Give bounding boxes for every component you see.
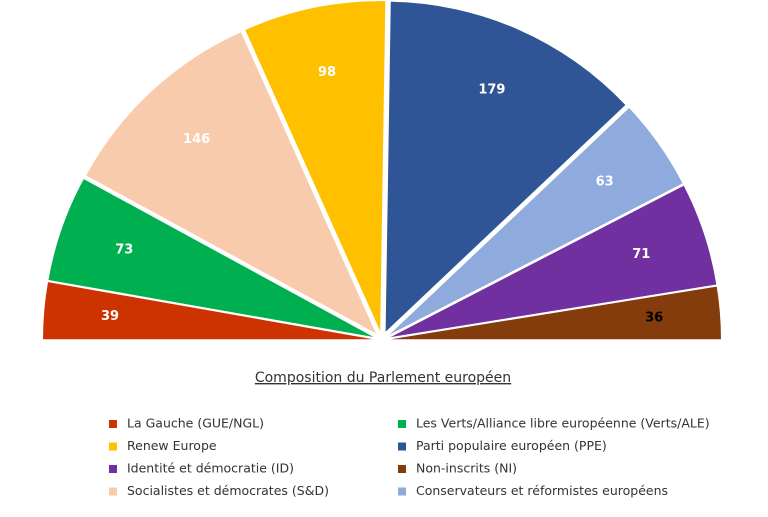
legend-label: Parti populaire européen (PPE) — [416, 438, 607, 453]
legend-swatch — [398, 442, 406, 451]
legend-swatch — [398, 465, 406, 473]
legend-swatch — [109, 442, 117, 451]
legend-label: La Gauche (GUE/NGL) — [127, 416, 264, 431]
slice — [389, 108, 683, 335]
legend-label: Socialistes et démocrates (S&D) — [127, 483, 329, 498]
legend-swatch — [109, 487, 117, 496]
legend-label: Renew Europe — [127, 438, 217, 453]
slice — [86, 32, 376, 334]
legend-swatch — [398, 420, 406, 428]
chart-title: Composition du Parlement européen — [255, 370, 511, 386]
slice — [43, 282, 374, 340]
value-label: 179 — [478, 83, 505, 98]
legend-swatch — [398, 487, 406, 496]
value-label: 39 — [101, 309, 119, 324]
legend-label: Conservateurs et réformistes européens — [416, 483, 668, 498]
slice — [390, 286, 721, 340]
slice — [390, 185, 717, 338]
legend-label: Non-inscrits (NI) — [416, 461, 517, 476]
value-label: 36 — [645, 311, 663, 326]
value-label: 63 — [596, 175, 614, 190]
value-label: 71 — [632, 247, 650, 262]
legend-label: Identité et démocratie (ID) — [127, 461, 294, 476]
legend-swatch — [109, 420, 117, 428]
legend-swatch — [109, 465, 117, 473]
legend-label: Les Verts/Alliance libre européenne (Ver… — [416, 416, 710, 431]
value-label: 146 — [183, 132, 210, 147]
value-label: 98 — [318, 65, 336, 80]
slice — [48, 179, 374, 338]
slice — [245, 1, 386, 332]
slice — [385, 1, 626, 332]
value-label: 73 — [115, 242, 133, 257]
